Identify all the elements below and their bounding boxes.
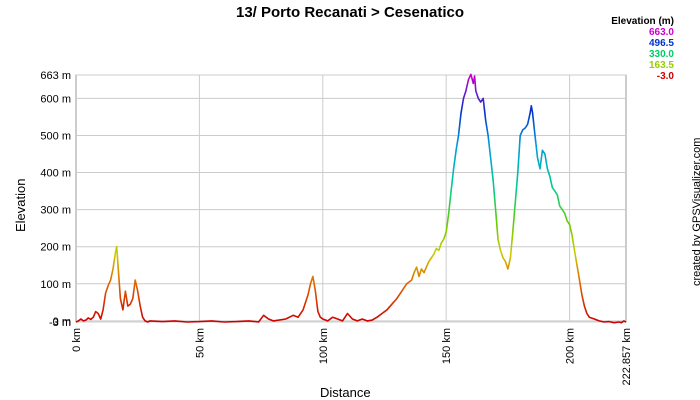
legend-title: Elevation (m) [611, 16, 674, 27]
x-tick-label: 100 km [318, 328, 330, 364]
series-layer [75, 73, 627, 324]
y-tick-label: 663 m [40, 70, 71, 82]
legend-entry-upper: 496.5 [648, 38, 674, 49]
legend-entry-mid: 330.0 [648, 49, 674, 60]
elevation-legend: Elevation (m) 663.0 496.5 330.0 163.5 -3… [611, 16, 674, 82]
legend-entry-max: 663.0 [648, 27, 674, 38]
x-tick-label: 0 km [71, 328, 83, 352]
legend-entry-min: -3.0 [656, 71, 674, 82]
x-axis-label: Distance [320, 385, 371, 400]
y-tick-label: 400 m [40, 168, 71, 180]
x-tick-label: 200 km [565, 328, 577, 364]
tick-labels: 663 m 600 m 500 m 400 m 300 m 200 m 100 m 0 m-3… [40, 70, 633, 385]
legend-entry-lower: 163.5 [648, 60, 674, 71]
y-tick-label: 500 m [40, 130, 71, 142]
chart-title: 13/ Porto Recanati > Cesenatico [235, 4, 464, 21]
x-tick-label: 222.857 km [621, 328, 633, 385]
y-tick-label: 200 m [40, 242, 71, 254]
elevation-line [75, 73, 627, 324]
y-tick-label: 100 m [40, 279, 71, 291]
y-tick-label: -3 m [49, 317, 71, 329]
y-tick-label: 300 m [40, 205, 71, 217]
x-tick-label: 50 km [194, 328, 206, 358]
y-tick-label: 600 m [40, 93, 71, 105]
plot-area [75, 74, 627, 323]
x-tick-label: 150 km [441, 328, 453, 364]
y-tick-label: 0 m [53, 316, 71, 328]
